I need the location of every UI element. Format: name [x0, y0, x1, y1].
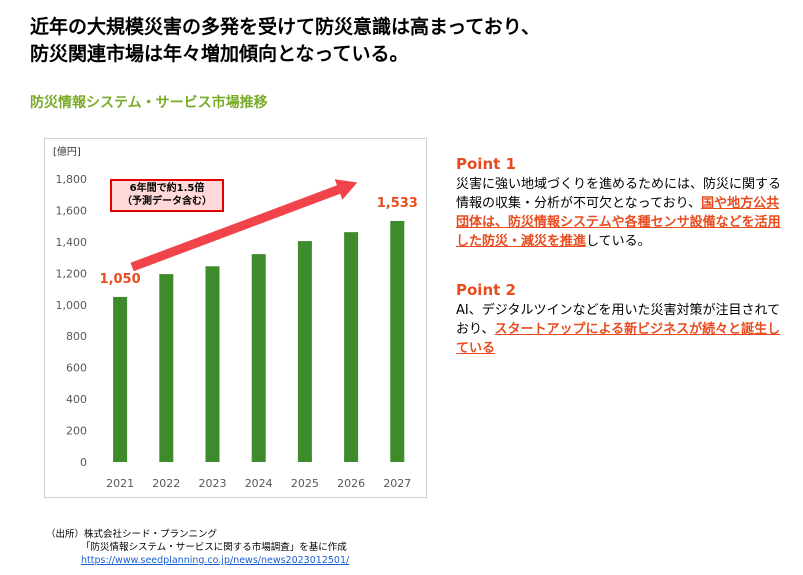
bar — [390, 220, 405, 462]
y-tick-label: 200 — [66, 425, 87, 438]
bar — [344, 232, 359, 462]
x-tick-label: 2024 — [245, 477, 273, 490]
bar — [113, 296, 128, 462]
chart-subtitle: 防災情報システム・サービス市場推移 — [30, 95, 268, 111]
source-label: （出所） — [46, 529, 85, 540]
y-tick-label: 1,600 — [56, 204, 88, 217]
headline-line-2: 防災関連市場は年々増加傾向となっている。 — [30, 43, 409, 65]
data-label: 1,533 — [377, 196, 418, 211]
point-1-text-a: 災害に強い地域づくりを進めるためには、防災に関する情報の収集・分析が不可欠となっ… — [456, 177, 782, 211]
point-2: Point 2 AI、デジタルツインなどを用いた災害対策が注目されており、スター… — [456, 281, 781, 358]
bar — [251, 254, 266, 462]
growth-callout: 6年間で約1.5倍 （予測データ含む） — [110, 179, 224, 212]
y-tick-label: 600 — [66, 362, 87, 375]
point-1-body: 災害に強い地域づくりを進めるためには、防災に関する情報の収集・分析が不可欠となっ… — [456, 175, 781, 251]
bar-chart: [億円] 0 200 400 600 800 1,000 1,200 1,400 1,600 1,8… — [53, 145, 418, 490]
points-panel: Point 1 災害に強い地域づくりを進めるためには、防災に関する情報の収集・分… — [456, 155, 781, 358]
chart-container: [億円] 0 200 400 600 800 1,000 1,200 1,400 1,600 1,8… — [44, 138, 427, 498]
point-1-title: Point 1 — [456, 155, 516, 173]
y-tick-label: 1,800 — [56, 173, 88, 186]
x-tick-label: 2025 — [291, 477, 319, 490]
headline-line-1: 近年の大規模災害の多発を受けて防災意識は高まっており、 — [30, 16, 540, 38]
source-company: 株式会社シード・プランニング — [84, 529, 218, 540]
y-tick-label: 0 — [80, 456, 87, 469]
callout-line-1: 6年間で約1.5倍 — [129, 183, 205, 194]
bar — [205, 266, 220, 462]
point-2-title: Point 2 — [456, 281, 516, 299]
point-1: Point 1 災害に強い地域づくりを進めるためには、防災に関する情報の収集・分… — [456, 155, 781, 251]
point-1-highlight: 国や地方公共団体は、防災情報システムや各種センサ設備などを活用した防災・減災を推… — [456, 196, 781, 249]
point-1-text-b: している。 — [586, 234, 651, 249]
x-tick-label: 2023 — [199, 477, 227, 490]
source-note: （出所）株式会社シード・プランニング 「防災情報システム・サービスに関する市場調… — [46, 528, 349, 567]
y-tick-label: 400 — [66, 393, 87, 406]
bar — [297, 241, 312, 462]
point-2-text-a: AI、デジタルツインなどを用いた災害対策が注目されており、 — [456, 303, 781, 337]
data-label: 1,050 — [100, 272, 141, 287]
y-tick-label: 800 — [66, 330, 87, 343]
y-unit-label: [億円] — [53, 145, 81, 158]
source-report: 「防災情報システム・サービスに関する市場調査」を基に作成 — [81, 542, 347, 553]
y-tick-label: 1,400 — [56, 236, 88, 249]
growth-arrow-icon — [130, 179, 358, 272]
point-2-highlight: スタートアップによる新ビジネスが続々と誕生している — [456, 322, 781, 356]
callout-line-2: （予測データ含む） — [122, 196, 212, 207]
source-link[interactable]: https://www.seedplanning.co.jp/news/news… — [81, 555, 350, 566]
point-2-body: AI、デジタルツインなどを用いた災害対策が注目されており、スタートアップによる新… — [456, 301, 781, 358]
bar — [159, 274, 174, 462]
y-tick-label: 1,000 — [56, 299, 88, 312]
x-tick-label: 2027 — [383, 477, 411, 490]
x-tick-label: 2021 — [106, 477, 134, 490]
x-tick-label: 2022 — [152, 477, 180, 490]
headline: 近年の大規模災害の多発を受けて防災意識は高まっており、 防災関連市場は年々増加傾… — [30, 14, 770, 68]
y-tick-label: 1,200 — [56, 267, 88, 280]
x-tick-label: 2026 — [337, 477, 365, 490]
